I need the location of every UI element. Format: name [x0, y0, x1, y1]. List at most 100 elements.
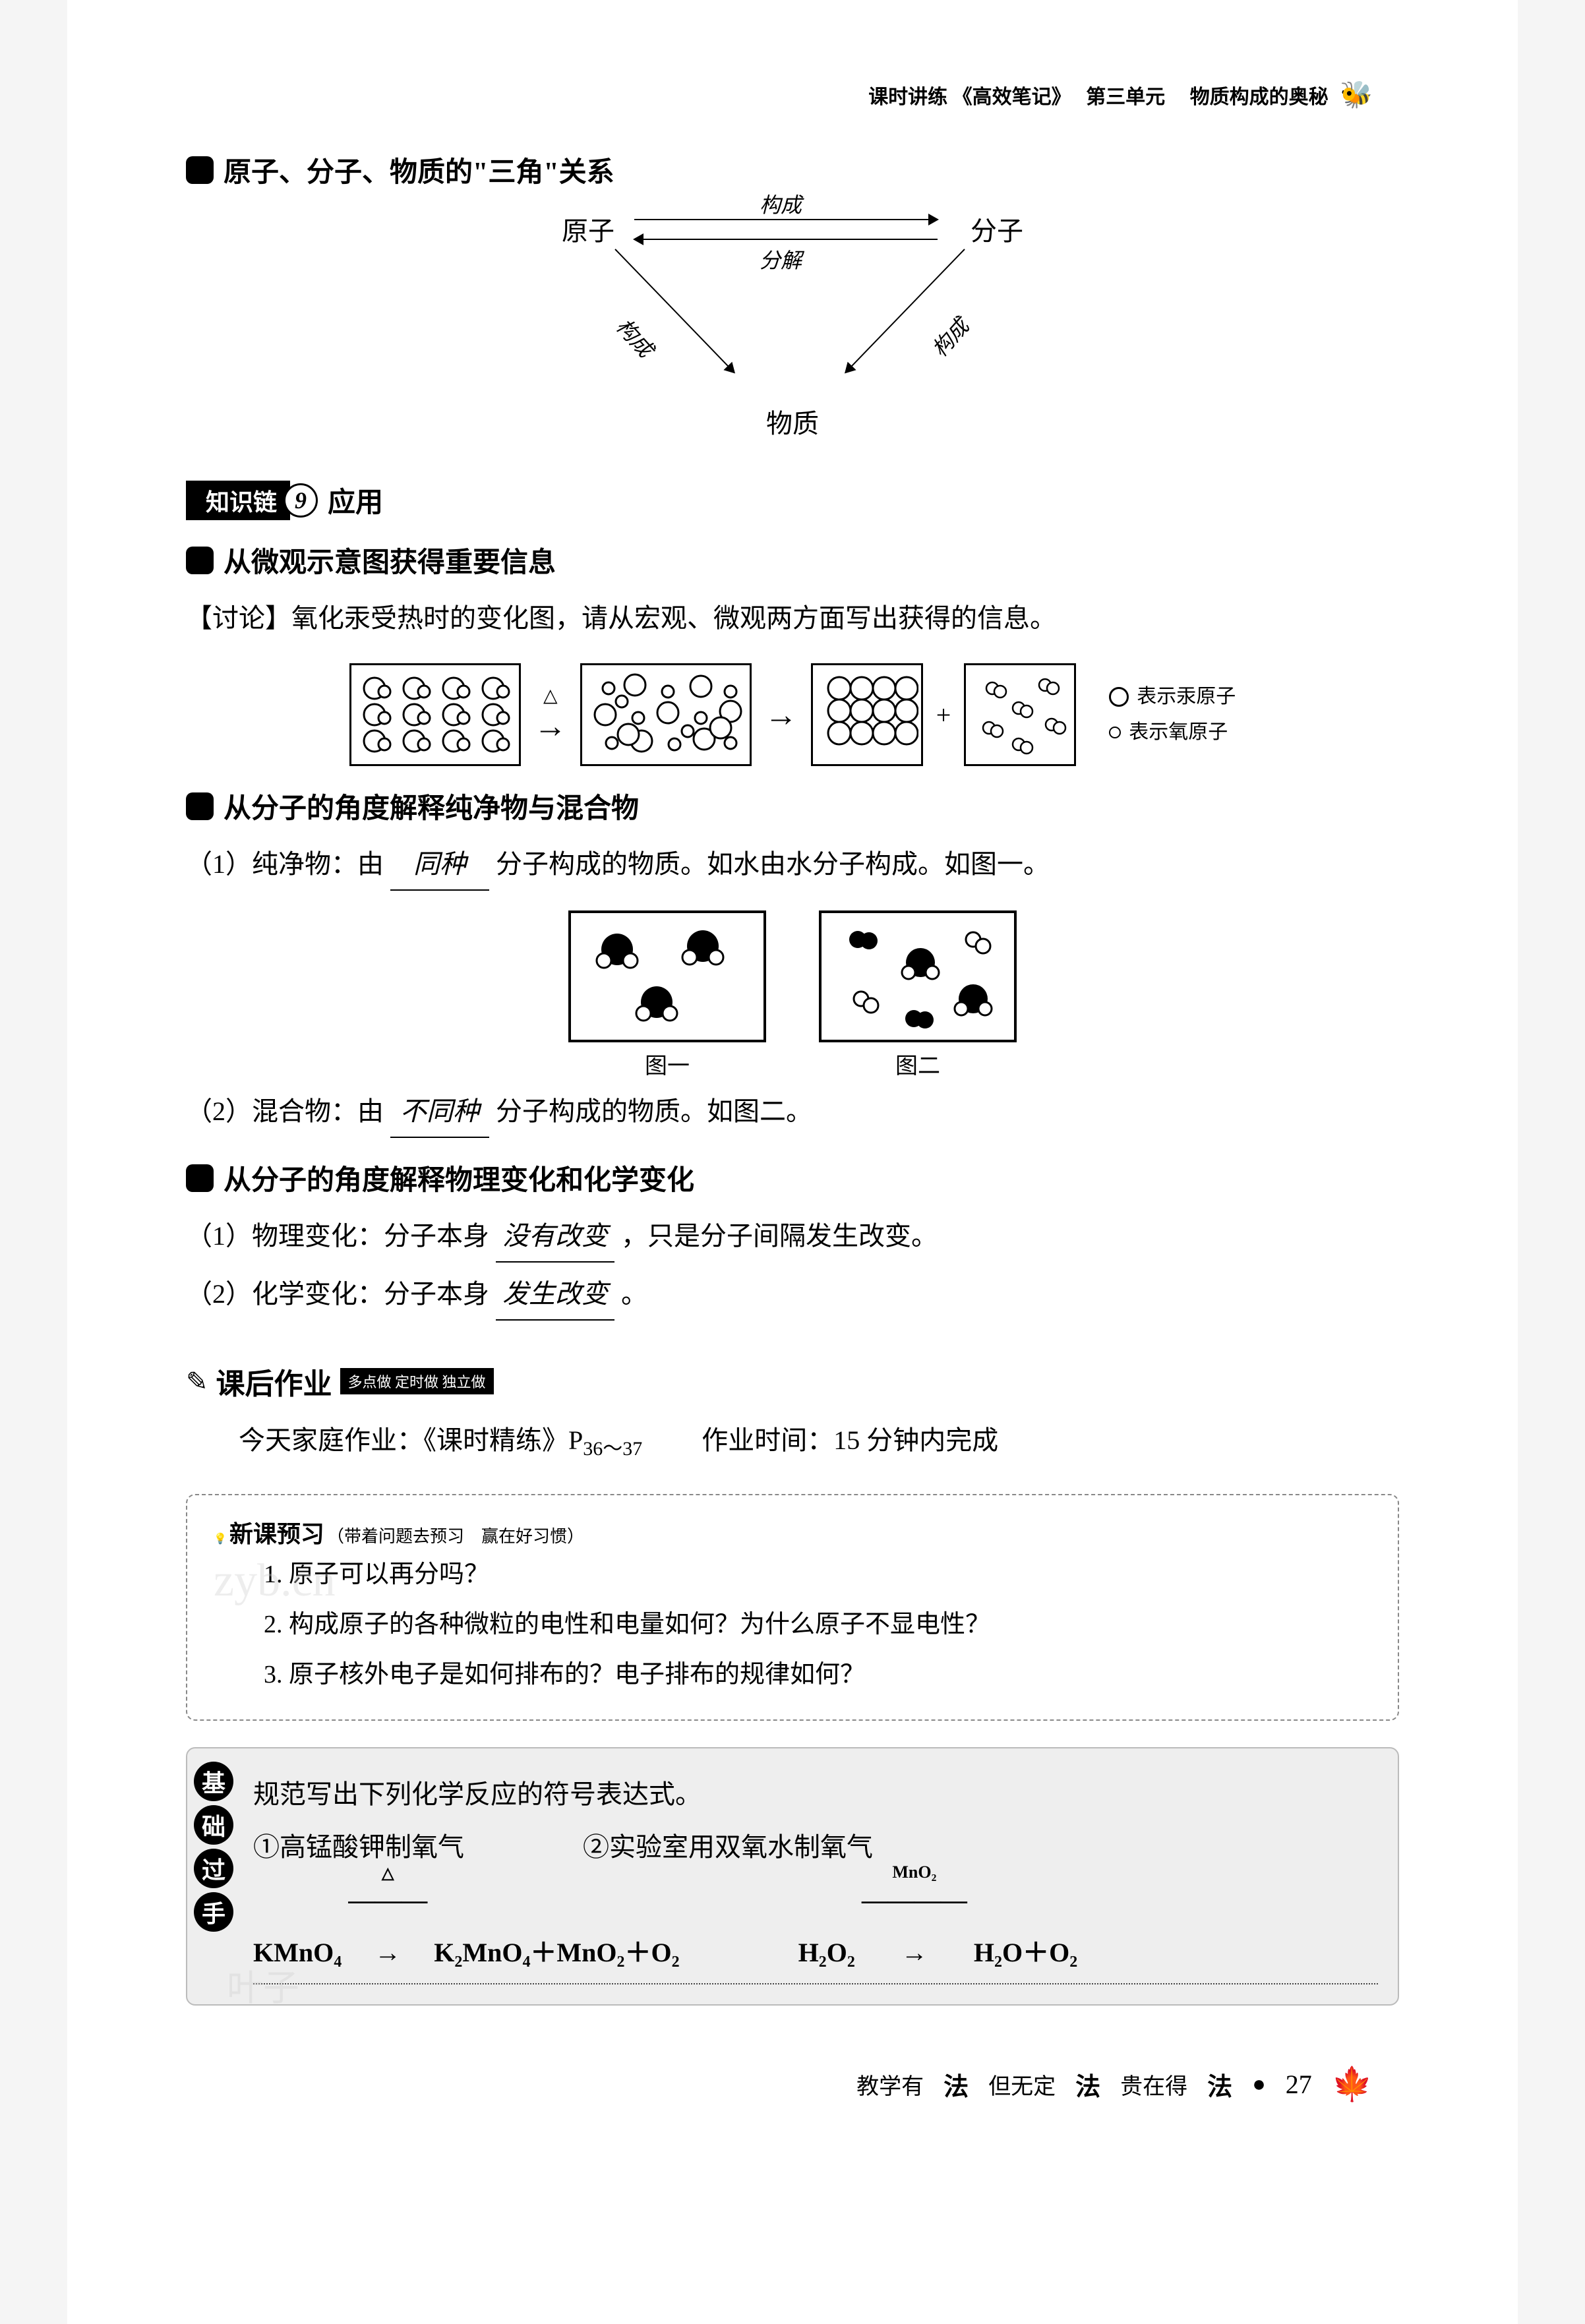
- side-char-4: 手: [194, 1892, 233, 1932]
- side-char-2: 础: [194, 1805, 233, 1845]
- section3-title-text: 从分子的角度解释纯净物与混合物: [224, 786, 639, 826]
- figure-pair: 图一 图二: [186, 910, 1399, 1080]
- header-topic: 物质构成的奥秘: [1190, 86, 1329, 108]
- s4-item2-blank: 发生改变: [496, 1269, 614, 1321]
- equation-1: KMnO₄ △ ———→ K₂MnO₄＋MnO₂＋O₂: [253, 1874, 680, 1979]
- s4-item1-suffix: ，只是分子间隔发生改变。: [621, 1221, 938, 1251]
- bulb-icon: 💡: [214, 1534, 227, 1545]
- hw-page-range: 36～37: [583, 1438, 642, 1460]
- node-substance: 物质: [766, 402, 819, 440]
- item2-prefix: （2）混合物：由: [186, 1096, 384, 1126]
- s4-item1-prefix: （1）物理变化：分子本身: [186, 1221, 489, 1251]
- eq1-arrow: △ ———→: [348, 1874, 427, 1979]
- figure-two-box: [819, 910, 1017, 1042]
- molecules-hgo-icon: [358, 672, 516, 758]
- fig2-caption: 图二: [819, 1048, 1017, 1080]
- page-footer: 教学有法 但无定法 贵在得法 ● 27 🍁: [186, 2065, 1399, 2104]
- long-arrow-icon: ———→: [348, 1885, 427, 1967]
- preview-box: 💡 新课预习 （带着问题去预习 赢在好习惯） 1. 原子可以再分吗？ 2. 构成…: [186, 1494, 1399, 1721]
- section-pure-mix-title: 从分子的角度解释纯净物与混合物: [186, 786, 1399, 826]
- preview-title-row: 💡 新课预习 （带着问题去预习 赢在好习惯）: [214, 1515, 1371, 1549]
- reactant-box: [349, 663, 521, 766]
- edge-left: 构成: [610, 311, 661, 363]
- bullet-square-icon: [186, 1164, 214, 1192]
- page-number: 27: [1286, 2069, 1312, 2100]
- legend-row-hg: 表示汞原子: [1109, 679, 1236, 715]
- hw-prefix: 今天家庭作业：《课时精练》P: [239, 1425, 583, 1455]
- physical-change-line: （1）物理变化：分子本身 没有改变 ，只是分子间隔发生改变。: [186, 1211, 1399, 1263]
- section-triangle-title: 原子、分子、物质的"三角"关系: [186, 150, 1399, 190]
- preview-subtitle: （带着问题去预习 赢在好习惯）: [327, 1527, 584, 1546]
- legend-big-text: 表示汞原子: [1137, 679, 1236, 715]
- legend-small-text: 表示氧原子: [1129, 715, 1228, 750]
- arrow-right-icon: →: [765, 696, 798, 734]
- header-prefix: 课时讲练: [868, 86, 947, 108]
- hw-time-label: 作业时间：: [702, 1425, 833, 1455]
- hg-lattice-icon: [820, 672, 918, 758]
- small-circle-icon: [1109, 727, 1121, 738]
- section-micro-title: 从微观示意图获得重要信息: [186, 540, 1399, 580]
- figure-one-box: [568, 910, 766, 1042]
- hw-time-value: 15 分钟内完成: [833, 1425, 998, 1455]
- arrow-right-icon: →: [534, 707, 567, 745]
- bullet-square-icon: [186, 547, 214, 574]
- s4-item1-blank: 没有改变: [496, 1211, 614, 1263]
- plus-symbol: +: [936, 700, 951, 730]
- o2-product-box: [964, 663, 1076, 766]
- long-arrow-icon: ————→: [862, 1885, 967, 1967]
- section-change-title: 从分子的角度解释物理变化和化学变化: [186, 1158, 1399, 1198]
- edge-right: 构成: [924, 311, 974, 363]
- pure-substance-line: （1）纯净物：由 同种 分子构成的物质。如水由水分子构成。如图一。: [186, 839, 1399, 891]
- footer-t1: 教学有: [856, 2068, 924, 2101]
- triangle-diagram: 原子 分子 物质 构成 分解 构成 构成: [496, 210, 1089, 440]
- pencil-icon: ✎: [186, 1366, 208, 1397]
- big-circle-icon: [1109, 687, 1129, 707]
- bullet-square-icon: [186, 792, 214, 820]
- badge-tag: 知识链: [186, 481, 290, 520]
- arrow-top-upper: [634, 219, 938, 220]
- edge-top-lower: 分解: [760, 244, 802, 274]
- homework-title: 课后作业: [216, 1360, 332, 1402]
- s4-item2-prefix: （2）化学变化：分子本身: [186, 1279, 489, 1309]
- footer-b2: 法: [1075, 2066, 1100, 2102]
- preview-q1: 1. 原子可以再分吗？: [214, 1549, 1371, 1599]
- hg-product-box: [811, 663, 923, 766]
- node-molecule: 分子: [971, 210, 1023, 248]
- homework-header: ✎ 课后作业 多点做 定时做 独立做: [186, 1360, 1399, 1402]
- section1-title-text: 原子、分子、物质的"三角"关系: [224, 150, 614, 190]
- eq1-cond: △: [348, 1858, 427, 1890]
- section2-title-text: 从微观示意图获得重要信息: [224, 540, 556, 580]
- watermark-text-2: 叶子: [227, 1958, 299, 2011]
- basics-side-label: 基 础 过 手: [194, 1762, 240, 1932]
- footer-b3: 法: [1207, 2066, 1232, 2102]
- delta-symbol: △: [534, 684, 567, 707]
- pure-water-icon: [571, 913, 763, 1040]
- atoms-dispersed-icon: [589, 672, 747, 758]
- watermark-text: zyb.cn: [214, 1555, 336, 1607]
- fig1-caption: 图一: [568, 1048, 766, 1080]
- item2-suffix: 分子构成的物质。如图二。: [496, 1096, 812, 1126]
- reaction-diagram: △ → → +: [186, 663, 1399, 766]
- item2-blank: 不同种: [390, 1087, 489, 1138]
- side-char-3: 过: [194, 1849, 233, 1888]
- node-atom: 原子: [562, 210, 614, 248]
- page-header: 课时讲练 《高效笔记》 第三单元 物质构成的奥秘 🐝: [186, 79, 1399, 110]
- homework-text: 今天家庭作业：《课时精练》P36～37 作业时间：15 分钟内完成: [186, 1415, 1399, 1468]
- knowledge-badge: 知识链 9 应用: [186, 480, 1399, 520]
- eq2-lhs: H₂O₂: [798, 1938, 855, 1967]
- diagram-legend: 表示汞原子 表示氧原子: [1109, 679, 1236, 750]
- item1-prefix: （1）纯净物：由: [186, 849, 384, 879]
- figure-one: 图一: [568, 910, 766, 1080]
- basics-box: 基 础 过 手 规范写出下列化学反应的符号表达式。 ①高锰酸钾制氧气 ②实验室用…: [186, 1747, 1399, 2006]
- mixture-line: （2）混合物：由 不同种 分子构成的物质。如图二。: [186, 1087, 1399, 1138]
- basics-lead: 规范写出下列化学反应的符号表达式。: [253, 1768, 1378, 1821]
- bee-icon: 🐝: [1340, 79, 1373, 110]
- homework-tag: 多点做 定时做 独立做: [340, 1368, 494, 1394]
- o2-molecules-icon: [972, 672, 1071, 758]
- intermediate-box: [580, 663, 752, 766]
- discuss-text: 氧化汞受热时的变化图，请从宏观、微观两方面写出获得的信息。: [291, 603, 1056, 633]
- preview-q3: 3. 原子核外电子是如何排布的？电子排布的规律如何？: [214, 1650, 1371, 1700]
- footer-t3: 贵在得: [1120, 2068, 1187, 2101]
- leaf-icon: 🍁: [1332, 2065, 1373, 2104]
- s4-item2-suffix: 。: [621, 1279, 647, 1309]
